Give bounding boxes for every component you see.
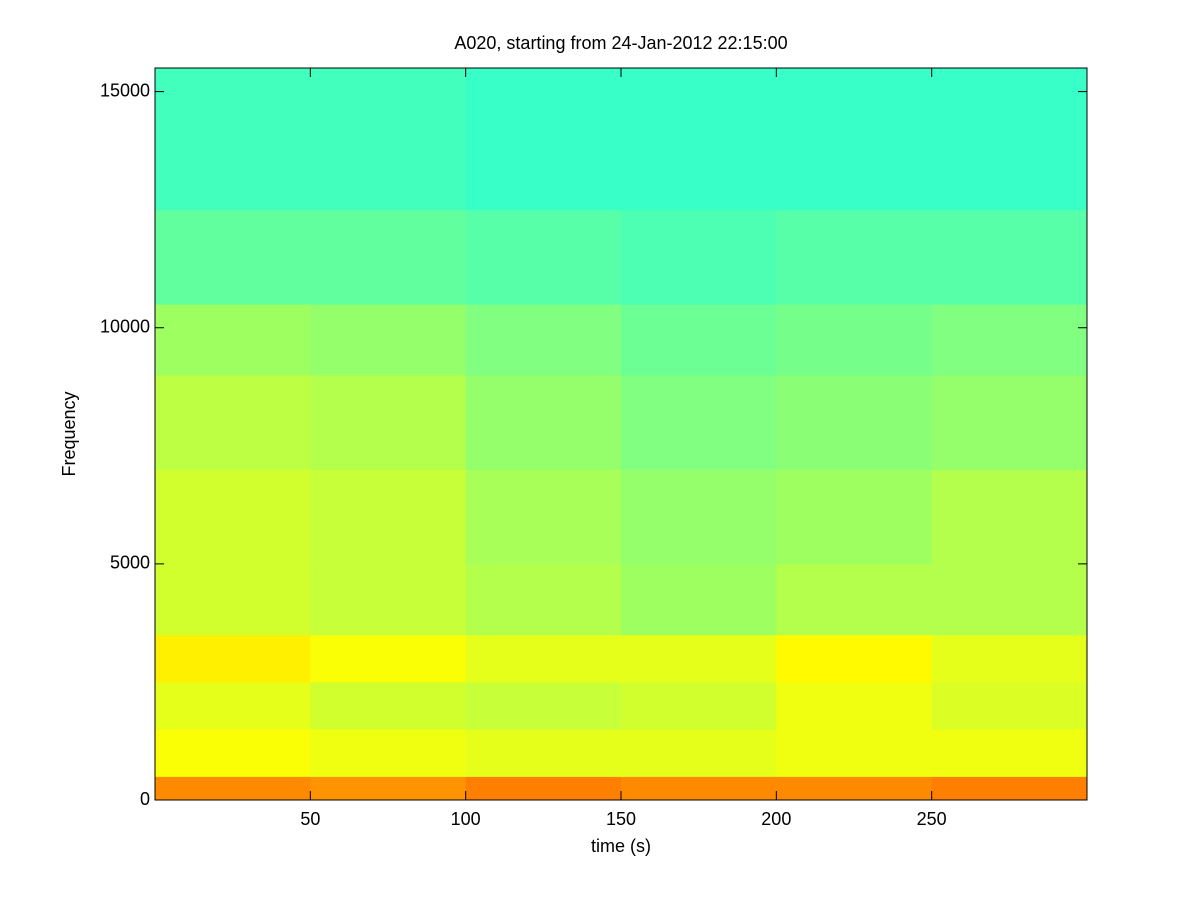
heatmap-cell (310, 209, 467, 305)
heatmap-cell (621, 563, 777, 636)
heatmap-cell (465, 374, 622, 470)
heatmap-cell (310, 374, 467, 470)
heatmap-cell (931, 776, 1088, 801)
heatmap-cell (155, 469, 311, 565)
heatmap-cell (621, 634, 777, 683)
heatmap-cell (931, 634, 1088, 683)
heatmap-cell (931, 374, 1088, 470)
heatmap-cell (776, 563, 933, 636)
x-axis-label: time (s) (591, 836, 651, 856)
heatmap-cell (621, 729, 777, 777)
heatmap-cell (155, 68, 311, 211)
heatmap-cell (310, 681, 467, 730)
heatmap-cell (465, 209, 622, 305)
heatmap-cell (776, 209, 933, 305)
heatmap-cell (310, 68, 467, 211)
x-tick-label: 250 (917, 809, 947, 829)
heatmap-cell (621, 776, 777, 801)
heatmap-cell (310, 304, 467, 376)
heatmap-cell (465, 563, 622, 636)
heatmap-cell (776, 68, 933, 211)
heatmap-cell (155, 681, 311, 730)
heatmap-cell (465, 68, 622, 211)
y-tick-label: 5000 (110, 553, 150, 573)
y-tick-label: 15000 (100, 80, 150, 100)
x-tick-label: 150 (606, 809, 636, 829)
heatmap-cell (310, 563, 467, 636)
heatmap-cell (931, 681, 1088, 730)
heatmap-cell (465, 634, 622, 683)
heatmap-cell (776, 374, 933, 470)
heatmap-cell (465, 469, 622, 565)
heatmap-cell (931, 304, 1088, 376)
heatmap-cell (621, 374, 777, 470)
heatmap-cell (465, 304, 622, 376)
heatmap-cell (776, 776, 933, 801)
heatmap-cell (621, 469, 777, 565)
heatmap-cell (155, 776, 311, 801)
heatmap-cell (155, 209, 311, 305)
chart-title: A020, starting from 24-Jan-2012 22:15:00 (454, 33, 787, 53)
heatmap-cell (155, 729, 311, 777)
heatmap-cell (465, 776, 622, 801)
heatmap-cell (155, 374, 311, 470)
heatmap-cell (155, 634, 311, 683)
heatmap-cell (776, 681, 933, 730)
heatmap-cell (621, 304, 777, 376)
x-tick-label: 100 (451, 809, 481, 829)
x-tick-label: 200 (761, 809, 791, 829)
heatmap-cell (776, 304, 933, 376)
heatmap-cell (621, 681, 777, 730)
y-axis-label: Frequency (59, 391, 79, 476)
x-tick-label: 50 (300, 809, 320, 829)
heatmap-cell (310, 729, 467, 777)
heatmap-cell (465, 681, 622, 730)
heatmap-cell (155, 563, 311, 636)
y-tick-label: 10000 (100, 316, 150, 336)
heatmap-cell (465, 729, 622, 777)
heatmap-cell (776, 634, 933, 683)
heatmap-cell (931, 469, 1088, 565)
heatmap-cell (931, 68, 1088, 211)
heatmap-cell (931, 209, 1088, 305)
heatmap-cell (310, 634, 467, 683)
heatmap-cell (310, 469, 467, 565)
heatmap-cell (155, 304, 311, 376)
heatmap-cell (931, 729, 1088, 777)
heatmap-cell (621, 209, 777, 305)
heatmap-cell (621, 68, 777, 211)
heatmap-cell (776, 729, 933, 777)
heatmap-cell (310, 776, 467, 801)
y-tick-label: 0 (140, 789, 150, 809)
heatmap-cell (776, 469, 933, 565)
heatmap-cell (931, 563, 1088, 636)
